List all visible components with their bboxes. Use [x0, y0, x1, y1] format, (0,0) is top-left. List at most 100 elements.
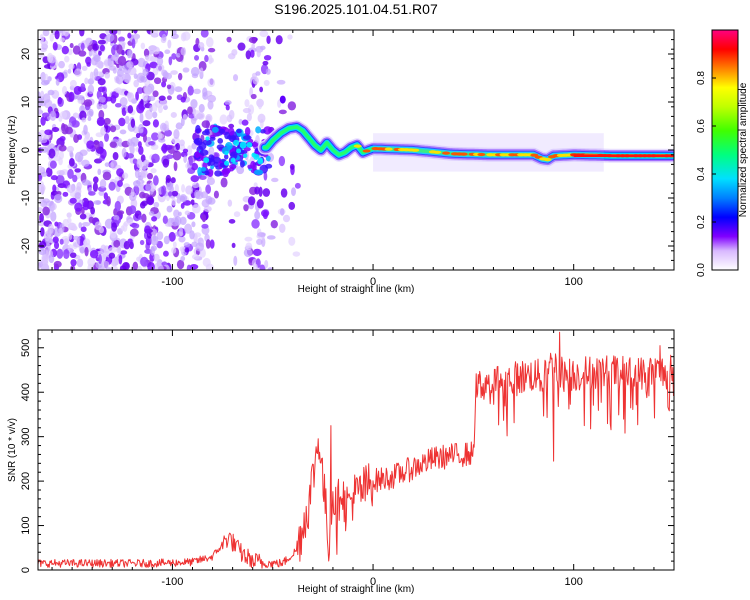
ridge-core — [543, 158, 552, 162]
transition-blob — [243, 147, 251, 152]
noise-speckle — [166, 154, 174, 160]
noise-speckle — [61, 123, 66, 132]
noise-speckle — [259, 30, 269, 38]
noise-speckle — [149, 61, 158, 69]
noise-speckle — [40, 116, 46, 126]
noise-speckle — [201, 214, 207, 223]
snr-panel: -100 0 100 0 100 200 300 400 500 Height of strai… — [7, 329, 675, 595]
noise-speckle — [136, 103, 145, 114]
noise-speckle — [49, 110, 57, 122]
noise-speckle — [39, 33, 45, 44]
noise-speckle — [133, 73, 138, 79]
noise-speckle — [104, 162, 110, 167]
noise-speckle — [187, 106, 193, 115]
noise-speckle — [173, 129, 180, 140]
noise-speckle — [166, 84, 172, 90]
noise-speckle — [171, 190, 179, 197]
noise-speckle — [145, 183, 152, 192]
noise-speckle — [89, 71, 94, 81]
noise-speckle — [165, 222, 173, 227]
noise-speckle — [142, 92, 148, 102]
noise-speckle — [117, 55, 127, 66]
noise-speckle — [67, 217, 72, 224]
transition-blob — [201, 130, 210, 136]
ridge-core — [442, 151, 451, 155]
noise-speckle — [194, 55, 200, 61]
noise-speckle — [88, 191, 96, 196]
noise-speckle — [119, 97, 128, 107]
noise-speckle — [158, 95, 166, 101]
noise-speckle — [41, 254, 50, 261]
noise-speckle — [270, 220, 278, 229]
noise-speckle — [183, 155, 187, 164]
noise-speckle — [80, 42, 85, 51]
noise-speckle — [141, 200, 148, 207]
noise-speckle — [147, 261, 155, 270]
noise-speckle — [74, 168, 82, 173]
noise-speckle — [137, 141, 142, 148]
noise-speckle — [152, 111, 158, 119]
noise-speckle — [68, 91, 75, 103]
noise-speckle — [205, 37, 214, 48]
noise-speckle — [191, 182, 200, 189]
noise-speckle — [100, 244, 107, 254]
noise-speckle — [114, 103, 122, 108]
noise-speckle — [231, 242, 236, 249]
noise-speckle — [143, 159, 150, 165]
noise-speckle — [152, 119, 159, 128]
transition-blob — [224, 154, 229, 160]
spectrogram-marks — [38, 30, 674, 270]
noise-speckle — [261, 209, 270, 217]
noise-speckle — [163, 250, 169, 257]
noise-speckle — [184, 210, 191, 216]
noise-speckle — [179, 216, 187, 226]
noise-speckle — [108, 181, 116, 191]
noise-speckle — [139, 239, 145, 246]
noise-speckle — [69, 43, 74, 49]
noise-speckle — [198, 42, 205, 49]
noise-speckle — [136, 265, 143, 270]
noise-speckle — [172, 150, 182, 161]
noise-speckle — [127, 138, 133, 147]
noise-speckle — [172, 30, 177, 36]
noise-speckle — [130, 118, 136, 128]
noise-speckle — [282, 214, 291, 223]
noise-speckle — [168, 231, 176, 242]
noise-speckle — [178, 211, 182, 217]
noise-speckle — [118, 254, 123, 265]
noise-speckle — [126, 61, 134, 69]
transition-blob — [200, 166, 207, 172]
noise-speckle — [53, 241, 60, 250]
noise-speckle — [116, 168, 124, 177]
snr-ytick-label: 100 — [20, 516, 32, 534]
noise-speckle — [225, 104, 230, 111]
noise-speckle — [165, 174, 172, 183]
noise-speckle — [288, 236, 296, 246]
noise-speckle — [134, 169, 140, 179]
transition-blob-bright — [236, 148, 242, 154]
noise-speckle — [161, 33, 167, 41]
noise-speckle — [197, 112, 205, 120]
noise-speckle — [190, 66, 200, 77]
noise-speckle — [120, 250, 128, 255]
noise-speckle — [267, 267, 274, 270]
noise-speckle — [193, 232, 202, 238]
noise-speckle — [209, 57, 214, 63]
noise-speckle — [190, 199, 195, 206]
noise-speckle — [122, 261, 130, 270]
noise-speckle — [184, 247, 190, 253]
noise-speckle — [192, 204, 201, 214]
noise-speckle — [98, 103, 103, 110]
noise-speckle — [136, 87, 144, 94]
snr-ylabel: SNR (10 * v/v) — [7, 418, 18, 482]
noise-speckle — [264, 260, 269, 269]
noise-speckle — [66, 184, 75, 194]
noise-speckle — [167, 39, 172, 49]
noise-speckle — [59, 110, 68, 120]
snr-series-line — [38, 331, 674, 569]
noise-speckle — [45, 242, 51, 252]
noise-speckle — [251, 43, 256, 50]
noise-speckle — [68, 233, 73, 240]
noise-speckle — [63, 238, 70, 245]
noise-speckle — [201, 120, 211, 129]
